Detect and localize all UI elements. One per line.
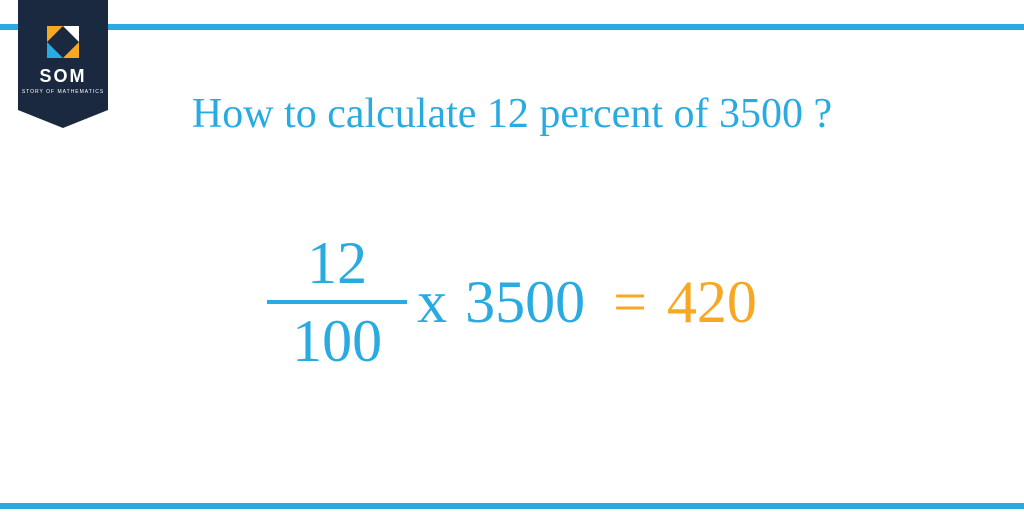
fraction: 12 100: [267, 230, 407, 374]
equation: 12 100 x 3500 = 420: [0, 230, 1024, 374]
multiply-operator: x: [417, 268, 447, 337]
logo-icon: [45, 24, 81, 60]
bottom-border-bar: [0, 503, 1024, 509]
equals-sign: =: [613, 268, 647, 337]
top-border-bar: [0, 24, 1024, 30]
page-title: How to calculate 12 percent of 3500 ?: [0, 90, 1024, 138]
denominator: 100: [292, 308, 382, 374]
operand: 3500: [465, 268, 585, 337]
logo-text: SOM: [39, 66, 86, 87]
numerator: 12: [307, 230, 367, 296]
result: 420: [667, 268, 757, 337]
fraction-bar: [267, 300, 407, 304]
